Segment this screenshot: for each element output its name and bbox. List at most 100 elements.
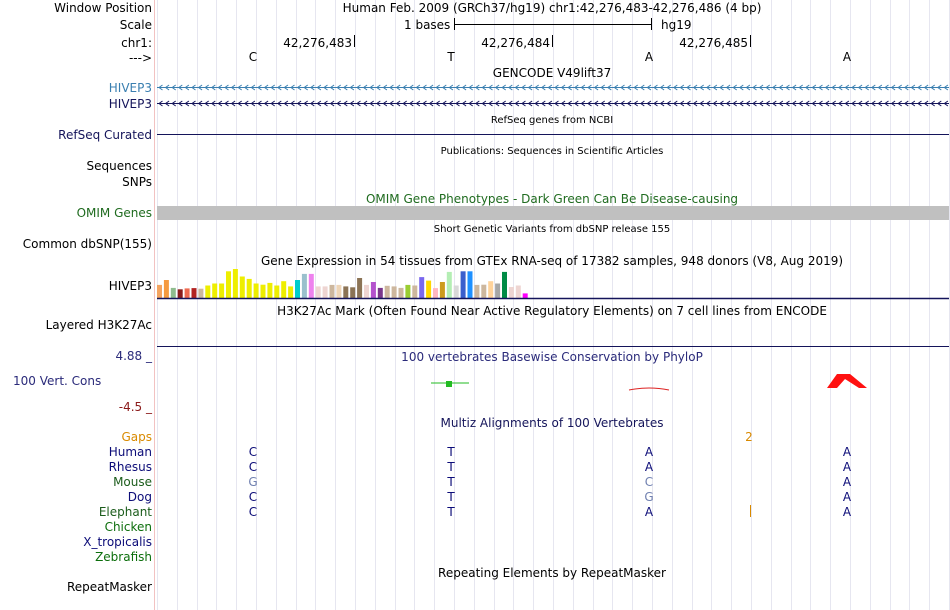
hivep3-transcript-1[interactable] — [157, 84, 949, 91]
gtex-bar-small_intestine[interactable] — [474, 284, 480, 298]
gtex-bar-brain_cerebellar_hemisphere[interactable] — [226, 271, 231, 298]
gtex-bar-brain_cerebellum[interactable] — [232, 269, 238, 298]
strand-arrow — [672, 84, 678, 91]
gtex-bar-brain_frontal_cortex[interactable] — [246, 278, 252, 298]
gtex-bar-brain_putamen[interactable] — [274, 285, 280, 299]
gtex-bar-pituitary[interactable] — [446, 271, 452, 298]
species-label-rhesus[interactable]: Rhesus — [108, 460, 152, 474]
gtex-bar-nerve_tibial[interactable] — [426, 280, 432, 298]
gtex-bar-adrenal_gland[interactable] — [170, 287, 176, 298]
track-label-repeatmasker[interactable]: RepeatMasker — [66, 580, 152, 594]
gtex-bar-cervix_ectocervix[interactable] — [315, 286, 321, 298]
gtex-bar-brain_amygdala[interactable] — [205, 285, 211, 299]
species-label-zebrafish[interactable]: Zebrafish — [95, 550, 152, 564]
gtex-bar-testis[interactable] — [495, 283, 501, 299]
gtex-bar-artery_coronary[interactable] — [184, 288, 190, 298]
gtex-bar-artery_tibial[interactable] — [191, 288, 197, 298]
track-label-omim[interactable]: OMIM Genes — [76, 206, 152, 220]
gtex-bar-whole_blood[interactable] — [522, 293, 528, 298]
gtex-bar-stomach[interactable] — [488, 281, 494, 298]
gtex-bar-skin_not_sun_exposed[interactable] — [460, 271, 466, 298]
gtex-bar-colon_sigmoid[interactable] — [329, 284, 335, 298]
gtex-bar-ovary[interactable] — [433, 288, 438, 298]
track-label-common-dbsnp[interactable]: Common dbSNP(155) — [22, 237, 152, 251]
gtex-bar-liver[interactable] — [398, 287, 404, 298]
gtex-bar-brain_acc[interactable] — [212, 283, 218, 299]
gtex-bar-breast[interactable] — [295, 280, 300, 298]
gencode-title: GENCODE V49lift37 — [492, 66, 612, 80]
gtex-bar-minor_salivary_gland[interactable] — [412, 285, 418, 299]
strand-arrow — [164, 84, 170, 91]
gtex-bar-esophagus_gej[interactable] — [343, 286, 349, 298]
species-label-x-tropicalis[interactable]: X_tropicalis — [83, 535, 152, 549]
species-label-human[interactable]: Human — [108, 445, 152, 459]
strand-arrow — [468, 84, 473, 91]
gtex-bar-fallopian_tube[interactable] — [364, 284, 369, 298]
species-label-chicken[interactable]: Chicken — [104, 520, 152, 534]
track-label-hivep3-gencode-2[interactable]: HIVEP3 — [108, 97, 152, 111]
gtex-bar-heart_atrial[interactable] — [370, 282, 376, 298]
gtex-bar-artery_aorta[interactable] — [177, 289, 183, 298]
track-label-hivep3-gtex[interactable]: HIVEP3 — [108, 279, 152, 293]
gtex-bar-brain_hypothalamus[interactable] — [260, 284, 266, 298]
strand-arrow — [521, 100, 526, 107]
strand-arrow — [573, 100, 579, 107]
phylop-plot[interactable] — [157, 370, 949, 394]
align-base-rhesus-3: A — [644, 460, 654, 474]
gtex-bar-adipose_subcutaneous[interactable] — [157, 284, 162, 298]
track-label-hivep3-gencode-1[interactable]: HIVEP3 — [108, 81, 152, 95]
track-label-gaps[interactable]: Gaps — [121, 430, 152, 444]
track-label-sequences[interactable]: Sequences — [86, 159, 152, 173]
track-label-snps[interactable]: SNPs — [122, 175, 152, 189]
gtex-bar-adipose_visceral[interactable] — [163, 280, 169, 298]
repeatmasker-title: Repeating Elements by RepeatMasker — [438, 566, 666, 580]
track-label-refseq[interactable]: RefSeq Curated — [58, 128, 152, 142]
gtex-bar-colon_transverse[interactable] — [336, 284, 342, 298]
gtex-bar-esophagus_mucosa[interactable] — [350, 287, 356, 298]
gtex-bar-kidney_cortex[interactable] — [384, 285, 390, 298]
gtex-bar-heart_ventricle[interactable] — [377, 287, 383, 298]
gtex-bar-cervix_endocervix[interactable] — [322, 286, 328, 298]
gtex-bar-brain_spinal_cord[interactable] — [281, 281, 287, 298]
gtex-bar-prostate[interactable] — [453, 285, 459, 299]
gtex-bar-uterus[interactable] — [508, 287, 514, 298]
gtex-bar-cells_lymphocytes[interactable] — [308, 273, 314, 298]
gencode-gene-tracks[interactable] — [157, 83, 949, 109]
track-label-h3k27ac[interactable]: Layered H3K27Ac — [45, 318, 152, 332]
strand-arrow — [560, 100, 566, 107]
strand-arrow — [540, 84, 546, 91]
grid-line — [395, 0, 396, 610]
gtex-bar-brain_caudate[interactable] — [219, 283, 225, 299]
species-label-mouse[interactable]: Mouse — [113, 475, 152, 489]
gtex-bar-brain_hippocampus[interactable] — [253, 283, 259, 299]
window-position-text: Human Feb. 2009 (GRCh37/hg19) chr1:42,27… — [342, 1, 762, 15]
gtex-bar-spleen[interactable] — [481, 284, 487, 298]
gtex-bar-brain_substantia_nigra[interactable] — [288, 286, 294, 298]
gtex-bar-chart[interactable] — [157, 266, 949, 300]
gtex-bar-bladder[interactable] — [198, 288, 204, 298]
gtex-bar-skin_sun_exposed[interactable] — [467, 271, 473, 298]
gtex-bar-muscle_skeletal[interactable] — [419, 277, 425, 298]
strand-arrow — [732, 84, 737, 91]
grid-line — [355, 0, 356, 610]
gtex-bar-brain_cortex[interactable] — [239, 276, 245, 299]
gtex-bar-brain_nucleus_accumbens[interactable] — [267, 282, 273, 298]
species-label-elephant[interactable]: Elephant — [98, 505, 152, 519]
gtex-bar-thyroid[interactable] — [502, 271, 507, 298]
track-label-100-vert-cons[interactable]: 100 Vert. Cons — [13, 374, 102, 388]
gtex-bar-lung[interactable] — [405, 284, 411, 298]
refseq-gene-line[interactable] — [157, 134, 949, 135]
hivep3-transcript-2[interactable] — [157, 100, 949, 107]
strand-arrow — [890, 100, 896, 107]
align-base-elephant-1: C — [248, 505, 258, 519]
gtex-bar-esophagus_muscularis[interactable] — [357, 278, 363, 298]
gtex-bar-kidney_medulla[interactable] — [391, 286, 397, 298]
strand-arrow — [910, 100, 916, 107]
strand-arrow — [309, 100, 315, 107]
gtex-bar-vagina[interactable] — [515, 285, 521, 299]
species-label-dog[interactable]: Dog — [127, 490, 152, 504]
gtex-bar-pancreas[interactable] — [439, 282, 445, 298]
strand-arrow — [488, 84, 493, 91]
gtex-bar-cells_fibroblasts[interactable] — [301, 273, 307, 298]
omim-gene-bar[interactable] — [157, 206, 949, 220]
